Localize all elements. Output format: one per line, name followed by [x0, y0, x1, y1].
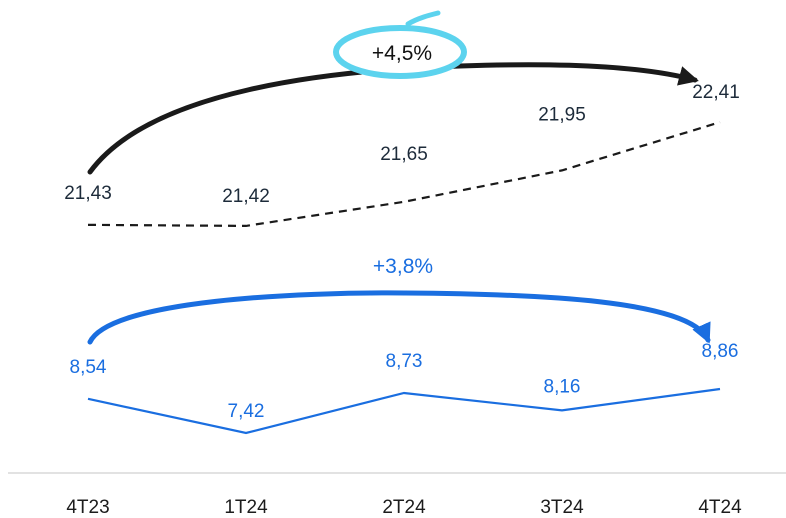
data-label: 8,73 [386, 351, 423, 372]
data-label: 21,43 [64, 183, 112, 204]
data-label: 8,16 [544, 376, 581, 397]
series-line-1 [87, 387, 721, 435]
x-tick-label: 4T23 [66, 497, 109, 518]
data-label: 7,42 [228, 401, 265, 422]
x-tick-label: 4T24 [698, 497, 742, 518]
data-label: 22,41 [692, 82, 740, 103]
change-arrow-blue [87, 290, 711, 345]
data-label: 8,86 [702, 341, 739, 362]
data-label: 21,65 [380, 144, 428, 165]
series-line-0 [87, 121, 721, 228]
data-label: 8,54 [70, 357, 107, 378]
change-label-blue: +3,8% [373, 255, 433, 278]
data-label: 21,42 [222, 186, 270, 207]
data-label: 21,95 [538, 104, 586, 125]
change-label-dark: +4,5% [372, 42, 432, 65]
x-tick-label: 2T24 [382, 497, 426, 518]
x-tick-label: 1T24 [224, 497, 268, 518]
highlight-circle [333, 10, 467, 79]
x-tick-label: 3T24 [540, 497, 584, 518]
